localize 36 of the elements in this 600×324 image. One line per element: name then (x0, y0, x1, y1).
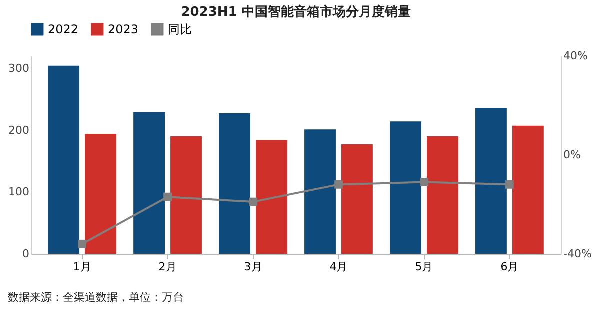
bar (48, 66, 80, 254)
bar (170, 136, 202, 254)
bar (427, 136, 458, 254)
bar (512, 126, 544, 254)
bar (342, 144, 373, 254)
y2-tick-label: -40% (564, 248, 592, 260)
chart-title: 2023H1 中国智能音箱市场分月度销量 (181, 4, 411, 20)
y2-tick-label: 0% (564, 148, 581, 162)
x-tick-label: 5月 (415, 260, 434, 274)
x-tick-label: 1月 (73, 260, 92, 274)
bar (476, 108, 507, 254)
point (164, 192, 172, 202)
legend-label: 同比 (168, 22, 192, 37)
x-tick-label: 6月 (500, 260, 519, 274)
bar (134, 112, 165, 254)
point (506, 180, 514, 189)
point (334, 180, 343, 189)
bar (85, 134, 116, 254)
x-tick-label: 4月 (330, 260, 348, 274)
y-tick-label: 300 (8, 62, 30, 75)
point (249, 198, 258, 206)
x-tick-label: 2月 (158, 260, 177, 274)
bar (390, 122, 422, 254)
bar (256, 140, 288, 254)
bar (304, 130, 336, 254)
x-tick-label: 3月 (244, 260, 262, 274)
source-note: 数据来源：全渠道数据，单位：万台 (8, 290, 185, 305)
bar (219, 114, 250, 254)
point (420, 178, 428, 186)
y-tick-label: 100 (8, 186, 30, 199)
legend-label: 2022 (48, 22, 79, 37)
legend-label: 2023 (108, 22, 139, 37)
y-tick-label: 200 (8, 124, 30, 137)
y2-tick-label: 40% (564, 50, 588, 62)
y-tick-label: 0 (22, 248, 30, 260)
point (78, 240, 86, 248)
